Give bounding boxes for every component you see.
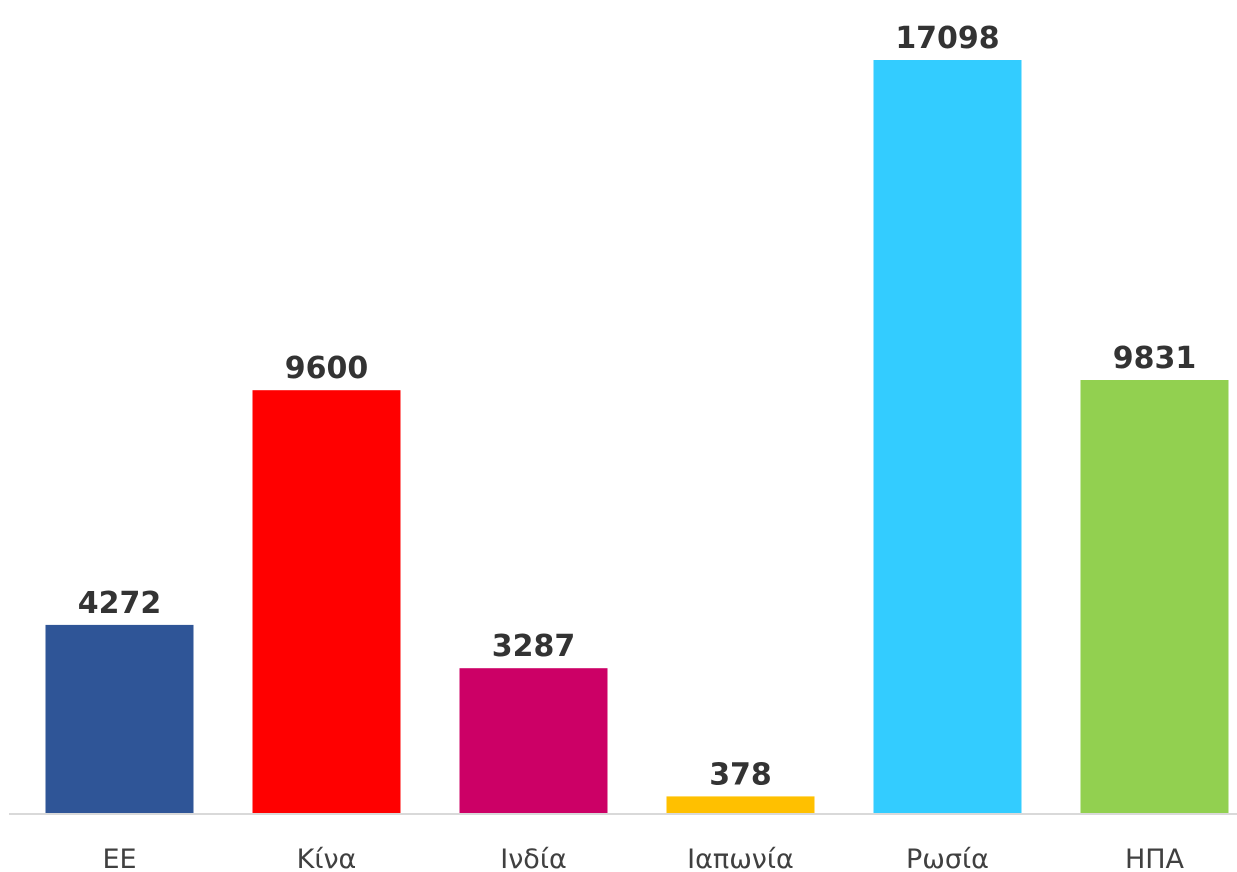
- category-label-6: ΗΠΑ: [1125, 844, 1185, 872]
- bar-2: [252, 390, 401, 813]
- category-label-4: Ιαπωνία: [687, 844, 794, 872]
- data-label-6: 9831: [1113, 341, 1197, 376]
- data-label-5: 17098: [895, 21, 999, 56]
- bars-group: [45, 60, 1229, 813]
- data-label-2: 9600: [285, 351, 369, 386]
- category-label-1: ΕΕ: [102, 844, 136, 872]
- value-labels-group: 4272 9600 3287 378 17098 9831: [78, 21, 1197, 792]
- data-label-1: 4272: [78, 586, 162, 621]
- bar-4: [666, 796, 815, 813]
- category-label-5: Ρωσία: [906, 844, 989, 872]
- bar-1: [45, 624, 194, 813]
- bar-5: [873, 60, 1022, 813]
- category-label-3: Ινδία: [500, 844, 567, 872]
- category-label-2: Κίνα: [297, 844, 357, 872]
- data-label-4: 378: [709, 757, 772, 792]
- bar-6: [1080, 380, 1229, 813]
- category-labels-group: ΕΕ Κίνα Ινδία Ιαπωνία Ρωσία ΗΠΑ: [102, 844, 1184, 872]
- data-label-3: 3287: [492, 629, 576, 664]
- bar-3: [459, 668, 608, 813]
